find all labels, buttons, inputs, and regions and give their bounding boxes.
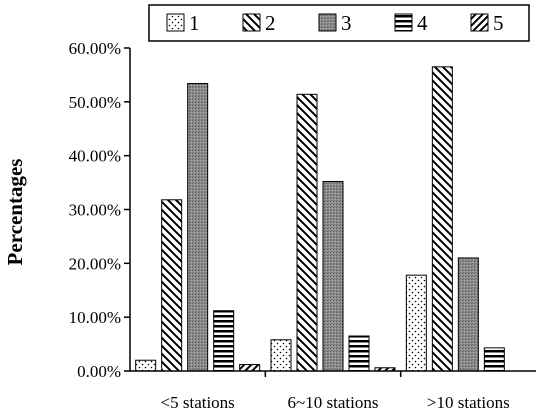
- legend-label-5: 5: [493, 11, 504, 35]
- y-tick-label: 10.00%: [69, 308, 121, 327]
- legend-label-3: 3: [341, 11, 352, 35]
- y-axis-title: Percentages: [3, 159, 27, 266]
- y-axis: 0.00% 10.00% 20.00% 30.00% 40.00% 50.00% 60.00…: [69, 39, 131, 381]
- bar-series-1-0: [135, 359, 157, 372]
- bars: [135, 66, 505, 372]
- bar-series-4-2: [483, 347, 505, 372]
- y-tick-label: 30.00%: [69, 201, 121, 220]
- y-tick-label: 50.00%: [69, 93, 121, 112]
- x-tick-label: 6~10 stations: [288, 393, 379, 412]
- bar-series-3-0: [187, 83, 209, 372]
- legend-swatch-2: [242, 13, 261, 32]
- legend-swatch-1: [166, 13, 185, 32]
- legend: 1 2 3 4 5: [148, 4, 530, 42]
- bar-series-3-2: [457, 257, 479, 372]
- legend-box: [148, 4, 530, 42]
- bar-series-2-1: [296, 93, 318, 372]
- legend-label-4: 4: [417, 11, 428, 35]
- bar-series-4-0: [213, 310, 235, 372]
- y-tick-label: 40.00%: [69, 147, 121, 166]
- legend-label-2: 2: [265, 11, 276, 35]
- x-axis: <5 stations 6~10 stations >10 stations: [130, 370, 536, 412]
- legend-label-1: 1: [189, 11, 200, 35]
- y-tick-label: 60.00%: [69, 39, 121, 58]
- x-tick-label: <5 stations: [161, 393, 235, 412]
- bar-series-1-2: [405, 274, 427, 372]
- legend-swatch-3: [318, 13, 337, 32]
- legend-swatch-5: [470, 13, 489, 32]
- bar-series-1-1: [270, 339, 292, 372]
- y-tick-label: 20.00%: [69, 254, 121, 273]
- x-tick-label: >10 stations: [427, 393, 510, 412]
- bar-series-3-1: [322, 181, 344, 372]
- bar-series-4-1: [348, 335, 370, 372]
- bar-series-5-0: [239, 364, 261, 372]
- legend-swatch-4: [394, 13, 413, 32]
- bar-series-2-2: [431, 66, 453, 372]
- y-tick-label: 0.00%: [77, 362, 121, 381]
- bar-series-2-0: [161, 199, 183, 372]
